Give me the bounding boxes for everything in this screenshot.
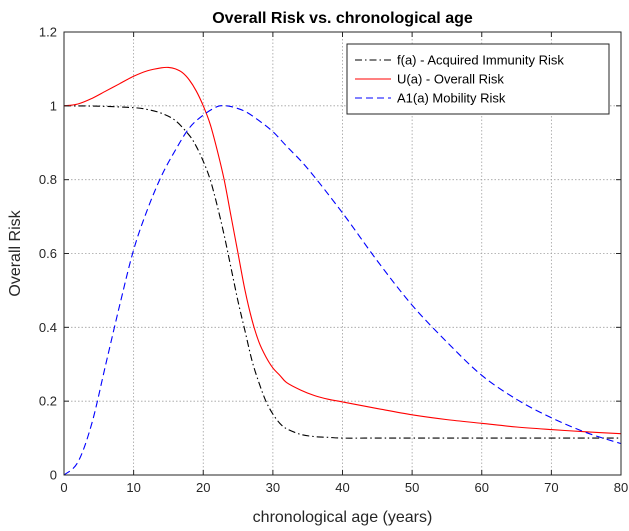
series-overall-risk: [63, 66, 622, 435]
x-tick-label: 30: [266, 480, 280, 495]
x-tick-label: 80: [614, 480, 628, 495]
x-tick-label: 70: [544, 480, 558, 495]
x-axis-title: chronological age (years): [253, 509, 433, 526]
y-axis-title: Overall Risk: [7, 209, 24, 296]
x-tick-label: 50: [405, 480, 419, 495]
legend-entry-acquired-immunity-risk: f(a) - Acquired Immunity Risk: [355, 53, 564, 68]
x-tick-label: 10: [126, 480, 140, 495]
chart-title: Overall Risk vs. chronological age: [212, 10, 473, 27]
y-tick-label: 0.6: [39, 246, 57, 261]
x-tick-label: 20: [196, 480, 210, 495]
x-tick-label: 40: [335, 480, 349, 495]
legend-label: A1(a) Mobility Risk: [397, 91, 506, 106]
y-tick-label: 1.2: [39, 25, 57, 40]
y-tick-label: 0.8: [39, 172, 57, 187]
y-tick-label: 0: [50, 468, 57, 483]
x-tick-label: 60: [475, 480, 489, 495]
series-mobility-risk: [63, 105, 622, 476]
axis-ticks: 0 10 20 30 40 50 60 70 80 0 0.2 0.4 0.6 0.8 1 1.2: [39, 25, 628, 496]
legend-label: U(a) - Overall Risk: [397, 72, 504, 87]
legend-label: f(a) - Acquired Immunity Risk: [397, 53, 564, 68]
y-tick-label: 1: [50, 98, 57, 113]
legend-entry-mobility-risk: A1(a) Mobility Risk: [355, 91, 506, 106]
x-tick-label: 0: [60, 480, 67, 495]
series-layer: [63, 66, 622, 476]
legend: f(a) - Acquired Immunity Risk U(a) - Over…: [346, 43, 610, 115]
legend-entry-overall-risk: U(a) - Overall Risk: [355, 72, 504, 87]
y-tick-label: 0.2: [39, 394, 57, 409]
y-tick-label: 0.4: [39, 320, 57, 335]
